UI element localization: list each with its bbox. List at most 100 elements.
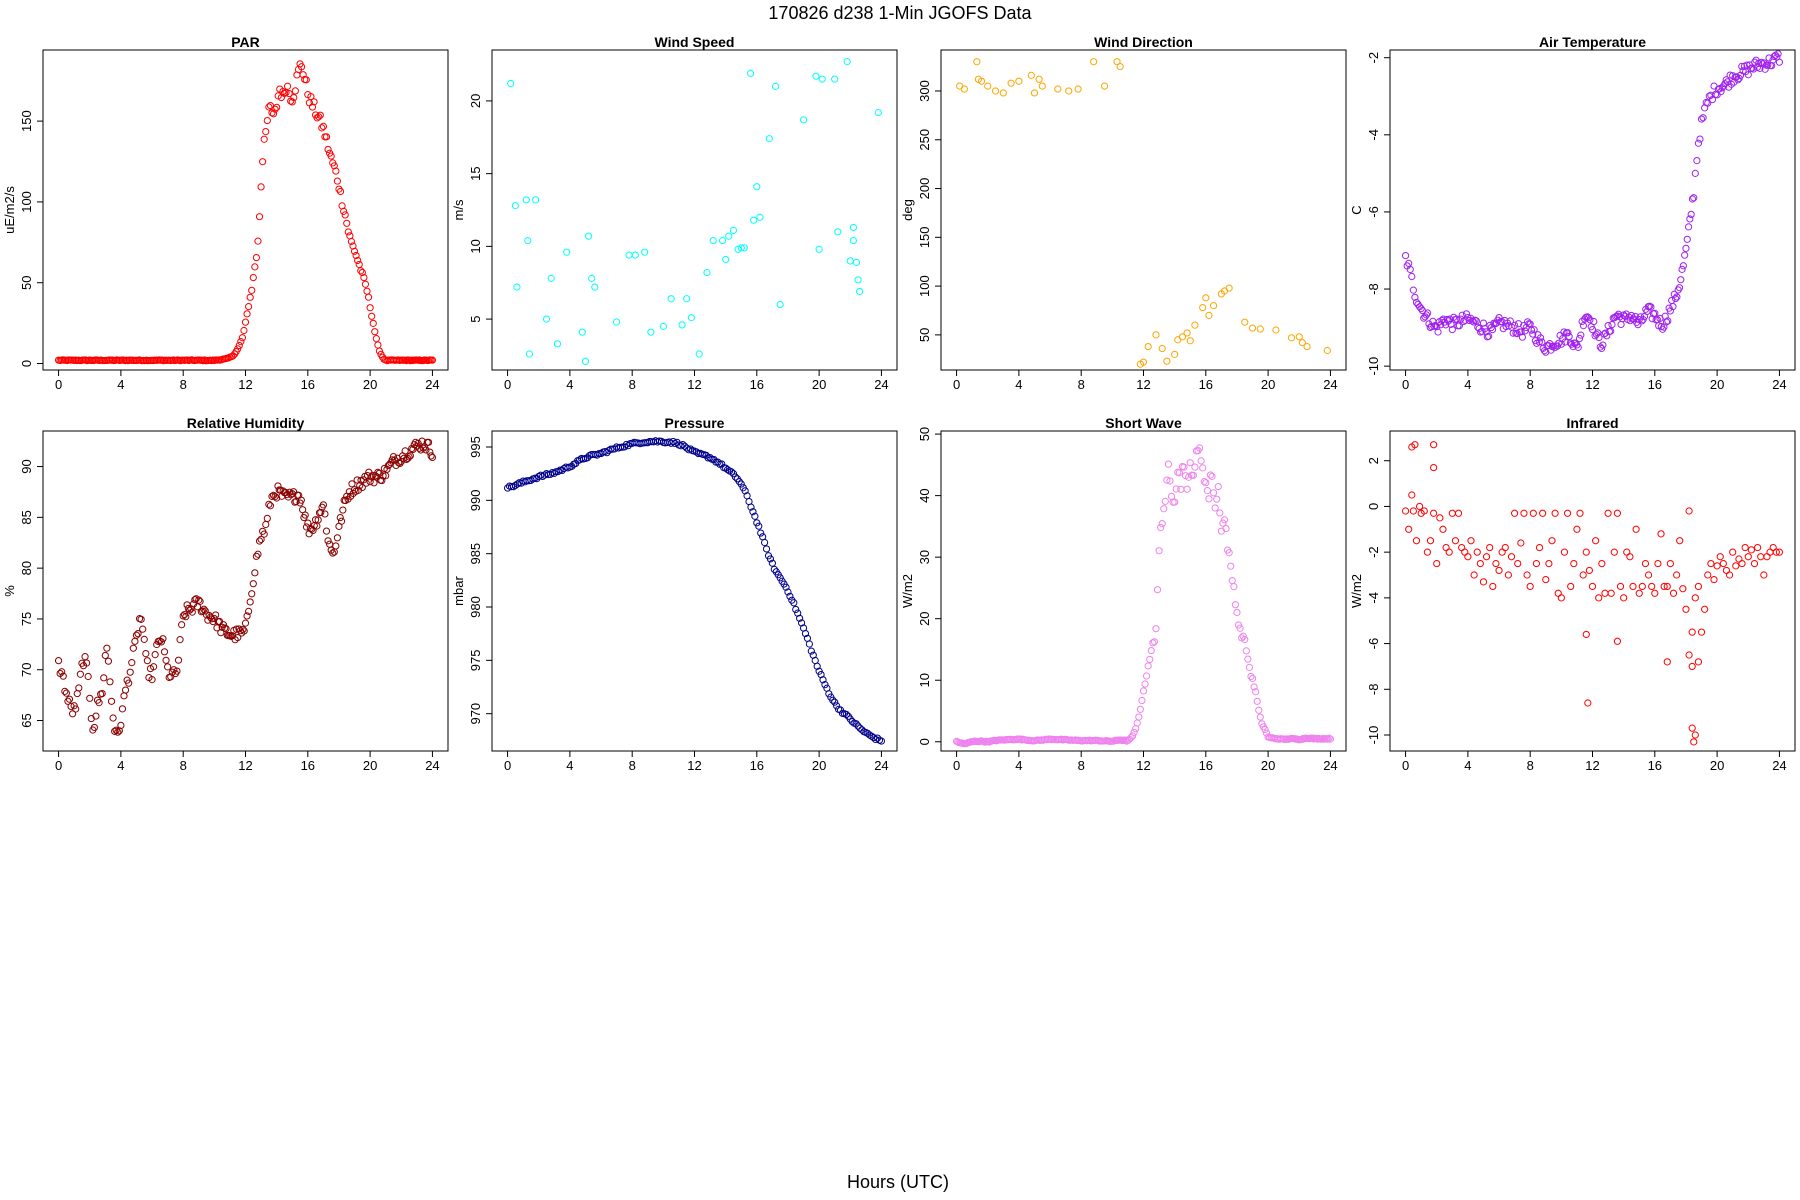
relative-humidity-point — [367, 473, 376, 481]
short-wave-point — [1146, 655, 1154, 664]
relative-humidity-point — [379, 472, 387, 480]
wind-speed-xtick-label: 12 — [687, 377, 701, 392]
relative-humidity-plot-frame — [42, 430, 449, 752]
pressure-point — [706, 454, 714, 462]
short-wave-point — [1261, 725, 1269, 734]
wind-direction-point — [1158, 344, 1166, 353]
par-point — [262, 128, 270, 136]
wind-direction-point — [984, 82, 992, 90]
short-wave-point — [1222, 524, 1230, 533]
relative-humidity-point — [348, 480, 356, 488]
relative-humidity-point — [240, 627, 248, 635]
short-wave-xtick-label: 20 — [1261, 758, 1275, 773]
relative-humidity-point — [358, 483, 366, 492]
wind-speed-point — [631, 251, 639, 259]
short-wave-point — [1121, 736, 1129, 744]
infrared-point — [1679, 585, 1687, 593]
par-point — [375, 347, 384, 355]
short-wave-point — [1138, 696, 1146, 705]
relative-humidity-point — [92, 712, 100, 720]
air-temperature-point — [1690, 194, 1698, 202]
air-temperature-xtick-label: 8 — [1527, 377, 1534, 392]
wind-direction-point — [1035, 75, 1043, 83]
pressure-xtick-label: 24 — [874, 758, 888, 773]
infrared-ytick-label: 0 — [1366, 503, 1381, 510]
pressure-point — [790, 599, 798, 607]
infrared-point — [1688, 662, 1696, 671]
wind-direction-title: Wind Direction — [1094, 34, 1193, 50]
wind-direction-point — [1225, 284, 1233, 292]
infrared-point — [1657, 530, 1665, 538]
infrared-point — [1476, 559, 1484, 568]
relative-humidity-point — [319, 501, 327, 509]
wind-direction-point — [1272, 326, 1280, 334]
relative-humidity-point — [137, 615, 145, 623]
pressure-point — [554, 467, 562, 476]
par-xtick-label: 8 — [180, 377, 187, 392]
pressure-xtick-label: 4 — [566, 758, 573, 773]
short-wave-point — [1139, 687, 1148, 695]
infrared-ytick-label: -8 — [1366, 684, 1381, 696]
relative-humidity-point — [81, 653, 89, 661]
infrared-point — [1551, 509, 1559, 517]
infrared-point — [1526, 582, 1534, 591]
relative-humidity-point — [201, 607, 209, 615]
infrared-point — [1757, 553, 1765, 561]
air-temperature-point — [1647, 303, 1655, 311]
infrared-point — [1685, 651, 1693, 659]
par-point — [336, 187, 345, 196]
wind-direction-xtick-label: 20 — [1261, 377, 1275, 392]
infrared-point — [1548, 537, 1556, 545]
wind-speed-point — [532, 196, 540, 204]
pressure-point — [768, 559, 776, 567]
pressure-point — [801, 629, 810, 638]
air-temperature-point — [1509, 329, 1517, 337]
wind-speed-ylabel: m/s — [451, 199, 466, 220]
infrared-point — [1738, 559, 1746, 568]
par-point — [316, 111, 324, 119]
infrared-point — [1461, 548, 1469, 556]
air-temperature-point — [1744, 71, 1752, 79]
short-wave-point — [1228, 576, 1236, 585]
infrared-point — [1741, 543, 1749, 552]
pressure-point — [854, 722, 862, 730]
relative-humidity-xtick-label: 20 — [363, 758, 377, 773]
wind-direction-point — [1139, 358, 1148, 366]
air-temperature-point — [1422, 311, 1430, 319]
short-wave-point — [1236, 624, 1244, 632]
panel-wind-direction: Wind Direction deg 0 4 8 12 16 20 24 50 100 150 200 2… — [900, 34, 1347, 392]
air-temperature-point — [1577, 331, 1585, 339]
wind-speed-xtick-label: 24 — [874, 377, 888, 392]
par-point — [340, 207, 348, 215]
pressure-point — [807, 647, 815, 655]
air-temperature-point — [1561, 338, 1569, 346]
air-temperature-point — [1646, 302, 1654, 310]
infrared-point — [1430, 463, 1438, 472]
wind-speed-point — [746, 69, 755, 77]
air-temperature-point — [1693, 157, 1701, 165]
air-temperature-point — [1565, 332, 1573, 341]
short-wave-xtick-label: 16 — [1199, 758, 1213, 773]
par-point — [243, 310, 251, 318]
infrared-point — [1408, 491, 1416, 499]
infrared-point — [1595, 594, 1603, 602]
infrared-point — [1676, 537, 1684, 545]
short-wave-xtick-label: 8 — [1078, 758, 1085, 773]
wind-direction-point — [1241, 318, 1249, 326]
infrared-point — [1405, 525, 1413, 533]
infrared-point — [1744, 553, 1752, 561]
short-wave-point — [1150, 638, 1159, 646]
pressure-point — [833, 702, 841, 710]
wind-speed-point — [667, 295, 675, 303]
air-temperature-point — [1678, 265, 1686, 273]
par-point — [308, 103, 317, 111]
air-temperature-point — [1639, 316, 1647, 324]
air-temperature-ytick-label: -6 — [1366, 206, 1381, 218]
relative-humidity-point — [226, 632, 234, 640]
infrared-plot-frame — [1389, 430, 1796, 752]
air-temperature-point — [1517, 328, 1525, 336]
par-point — [241, 318, 250, 326]
par-series — [54, 60, 437, 365]
par-ytick-label: 150 — [19, 110, 34, 132]
wind-direction-point — [1303, 342, 1311, 351]
